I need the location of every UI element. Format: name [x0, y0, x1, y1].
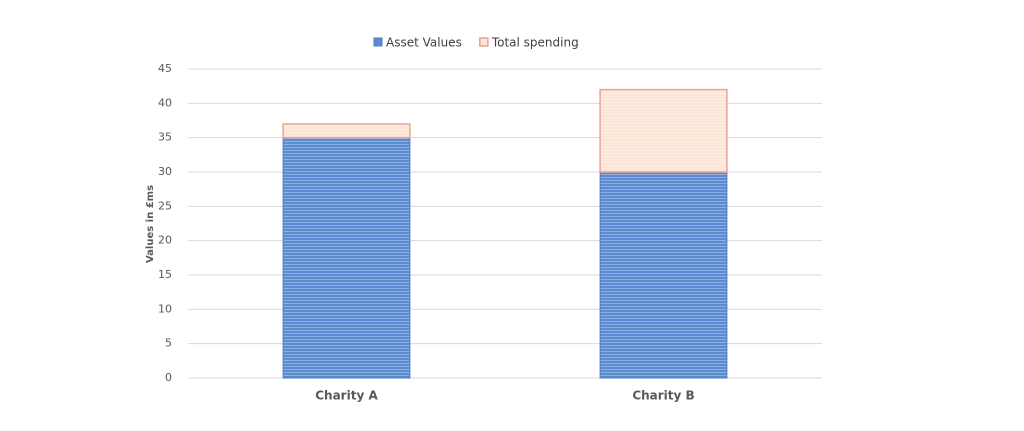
y-tick-label: 15	[158, 268, 172, 281]
y-tick-label: 40	[158, 96, 172, 109]
y-tick-label: 30	[158, 165, 172, 178]
bar-segment	[282, 137, 411, 379]
bar-segment	[599, 171, 728, 379]
legend-swatch	[479, 37, 489, 47]
legend-label: Asset Values	[386, 36, 462, 50]
y-tick-label: 25	[158, 199, 172, 212]
bar-segment	[599, 88, 728, 173]
x-tick-label: Charity A	[315, 389, 378, 403]
y-axis-title: Values in £ms	[145, 185, 156, 263]
legend-swatch	[373, 37, 383, 47]
y-tick-label: 5	[165, 337, 172, 350]
x-tick-label: Charity B	[632, 389, 694, 403]
y-tick-label: 10	[158, 302, 172, 315]
y-tick-label: 45	[158, 62, 172, 75]
y-tick-label: 35	[158, 131, 172, 144]
y-tick-label: 0	[165, 371, 172, 384]
y-tick-label: 20	[158, 234, 172, 247]
legend-label: Total spending	[491, 36, 579, 50]
bar-segment	[282, 123, 411, 139]
